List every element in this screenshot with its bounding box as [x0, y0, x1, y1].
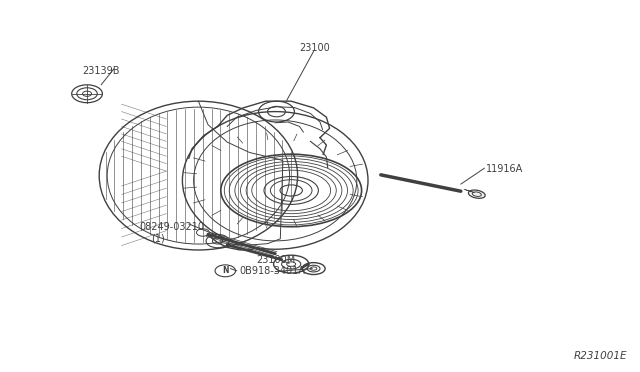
Text: 11916A: 11916A: [486, 164, 524, 174]
Text: 0B918-3401A: 0B918-3401A: [239, 266, 305, 276]
Text: 23100M: 23100M: [256, 256, 295, 265]
Text: (1): (1): [151, 234, 164, 244]
Text: 23139B: 23139B: [82, 66, 120, 76]
Text: R231001E: R231001E: [573, 352, 627, 361]
Text: N: N: [222, 266, 228, 275]
Text: 08249-03210: 08249-03210: [140, 222, 205, 232]
Text: 23100: 23100: [300, 44, 330, 53]
Ellipse shape: [468, 190, 485, 198]
